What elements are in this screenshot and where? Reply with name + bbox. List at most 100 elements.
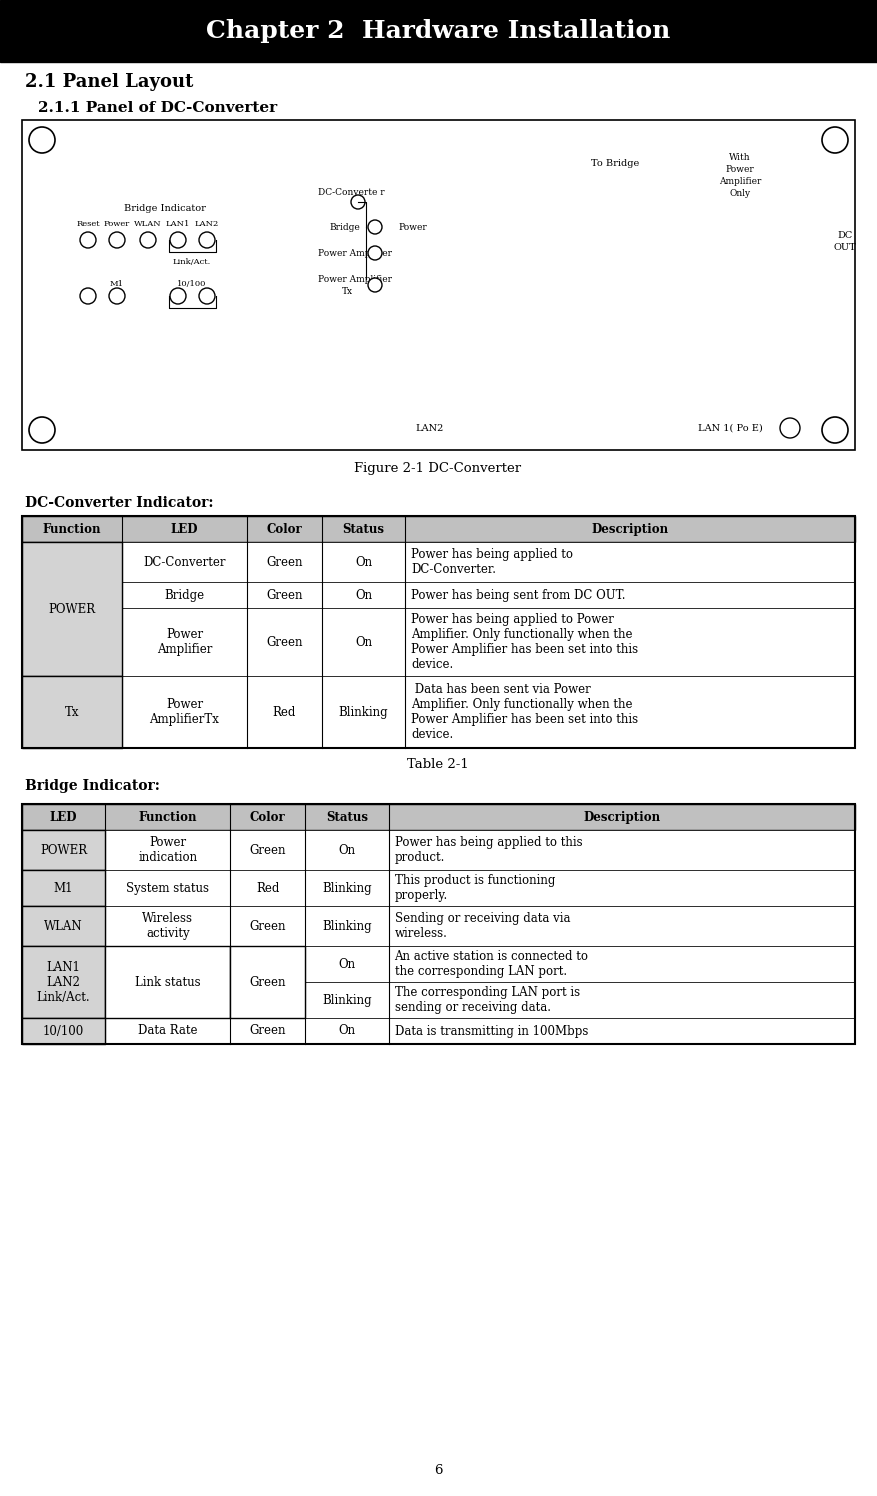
Text: Tx: Tx — [65, 706, 79, 718]
Text: With: With — [729, 153, 751, 162]
Text: Bridge: Bridge — [164, 588, 204, 601]
Circle shape — [170, 289, 186, 304]
Bar — [22, 945, 855, 981]
Text: An active station is connected to
the corresponding LAN port.: An active station is connected to the co… — [395, 950, 588, 978]
Text: Blinking: Blinking — [339, 706, 389, 718]
Text: Green: Green — [266, 588, 303, 601]
Text: Color: Color — [267, 522, 303, 536]
Bar — [22, 803, 855, 1044]
Circle shape — [109, 232, 125, 248]
Text: Power
AmplifierTx: Power AmplifierTx — [149, 699, 219, 726]
Text: Color: Color — [250, 811, 286, 823]
Text: Green: Green — [249, 993, 286, 1007]
Bar — [22, 803, 855, 830]
Bar — [105, 945, 231, 1017]
Text: Green: Green — [249, 920, 286, 932]
Text: WLAN: WLAN — [134, 220, 162, 227]
Text: Description: Description — [591, 522, 668, 536]
Circle shape — [80, 232, 96, 248]
Bar — [22, 907, 855, 945]
Bar — [22, 676, 122, 748]
Circle shape — [780, 417, 800, 438]
Text: Green: Green — [249, 975, 286, 989]
Text: Power
Amplifier: Power Amplifier — [157, 628, 212, 657]
Text: On: On — [355, 588, 372, 601]
Text: Blinking: Blinking — [322, 920, 372, 932]
Text: Green: Green — [266, 555, 303, 568]
Text: Power has being applied to
DC-Converter.: Power has being applied to DC-Converter. — [411, 548, 574, 576]
Text: Green: Green — [249, 1025, 286, 1038]
Circle shape — [29, 417, 55, 443]
Text: Only: Only — [730, 188, 751, 197]
Text: The corresponding LAN port is
sending or receiving data.: The corresponding LAN port is sending or… — [395, 986, 580, 1014]
Text: Table 2-1: Table 2-1 — [407, 757, 469, 770]
Text: Data is transmitting in 100Mbps: Data is transmitting in 100Mbps — [395, 1025, 588, 1038]
Bar — [22, 1017, 855, 1044]
Text: Power: Power — [725, 165, 754, 174]
Bar — [22, 830, 105, 871]
Text: Function: Function — [139, 811, 197, 823]
Bar — [22, 120, 855, 450]
Text: Power has being applied to this
product.: Power has being applied to this product. — [395, 836, 582, 865]
Bar — [22, 1017, 105, 1044]
Bar — [231, 945, 305, 1017]
Text: LAN 1( Po E): LAN 1( Po E) — [697, 423, 762, 432]
Bar — [22, 871, 105, 907]
Text: Link status: Link status — [135, 975, 201, 989]
Text: M1: M1 — [110, 280, 124, 289]
Circle shape — [140, 232, 156, 248]
Circle shape — [822, 417, 848, 443]
Text: Green: Green — [266, 636, 303, 648]
Text: Wireless
activity: Wireless activity — [142, 913, 193, 939]
Circle shape — [170, 232, 186, 248]
Text: Power: Power — [103, 220, 130, 227]
Circle shape — [29, 127, 55, 153]
Circle shape — [368, 245, 382, 260]
Text: LED: LED — [50, 811, 77, 823]
Text: 2.1.1 Panel of DC-Converter: 2.1.1 Panel of DC-Converter — [38, 102, 277, 115]
Circle shape — [368, 278, 382, 292]
Text: DC-Converter Indicator:: DC-Converter Indicator: — [25, 497, 213, 510]
Circle shape — [109, 289, 125, 304]
Text: 2.1 Panel Layout: 2.1 Panel Layout — [25, 73, 193, 91]
Text: On: On — [355, 555, 372, 568]
Bar — [22, 516, 855, 542]
Text: On: On — [355, 636, 372, 648]
Bar — [22, 542, 122, 676]
Text: DC: DC — [838, 230, 852, 239]
Circle shape — [368, 220, 382, 233]
Text: LAN1
LAN2
Link/Act.: LAN1 LAN2 Link/Act. — [37, 960, 90, 1004]
Bar — [22, 582, 855, 607]
Text: This product is functioning
properly.: This product is functioning properly. — [395, 874, 555, 902]
Text: Bridge Indicator:: Bridge Indicator: — [25, 779, 160, 793]
Text: Amplifier: Amplifier — [719, 177, 761, 186]
Text: Power: Power — [398, 223, 427, 232]
Text: 10/100: 10/100 — [43, 1025, 84, 1038]
Text: Tx: Tx — [342, 287, 353, 296]
Circle shape — [351, 194, 365, 209]
Text: Power Amplifier: Power Amplifier — [318, 248, 392, 257]
Bar — [22, 676, 855, 748]
Text: POWER: POWER — [40, 844, 87, 857]
Text: Data Rate: Data Rate — [138, 1025, 197, 1038]
Text: DC-Converter: DC-Converter — [143, 555, 225, 568]
Text: Link status: Link status — [135, 957, 201, 971]
Circle shape — [199, 232, 215, 248]
Text: Chapter 2  Hardware Installation: Chapter 2 Hardware Installation — [206, 19, 670, 43]
Text: Data has been sent via Power
Amplifier. Only functionally when the
Power Amplifi: Data has been sent via Power Amplifier. … — [411, 684, 638, 741]
Text: Green: Green — [249, 844, 286, 857]
Text: On: On — [339, 957, 355, 971]
Text: LAN2: LAN2 — [416, 423, 444, 432]
Bar — [0, 0, 877, 61]
Text: 6: 6 — [434, 1463, 442, 1477]
Bar — [22, 945, 105, 1017]
Text: Figure 2-1 DC-Converter: Figure 2-1 DC-Converter — [354, 461, 522, 474]
Text: Description: Description — [583, 811, 660, 823]
Text: DC-Converte r: DC-Converte r — [318, 187, 385, 196]
Text: Red: Red — [256, 881, 280, 895]
Text: Status: Status — [343, 522, 384, 536]
Text: Function: Function — [43, 522, 101, 536]
Text: Green: Green — [249, 957, 286, 971]
Circle shape — [199, 289, 215, 304]
Text: Link/Act.: Link/Act. — [173, 257, 211, 266]
